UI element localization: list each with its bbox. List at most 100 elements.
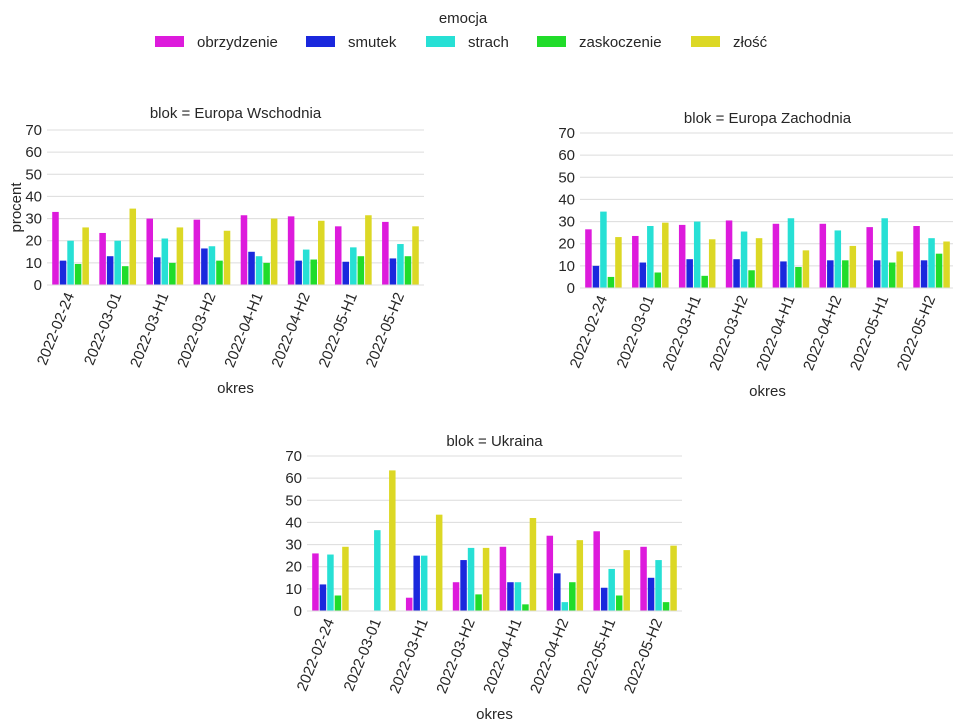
legend-swatch — [537, 36, 566, 47]
bar — [193, 219, 201, 285]
legend-swatch — [426, 36, 455, 47]
y-tick-label: 0 — [567, 280, 575, 297]
y-tick-label: 50 — [285, 492, 302, 509]
legend-swatch — [155, 36, 184, 47]
y-tick-label: 10 — [285, 581, 302, 598]
bar — [632, 235, 639, 288]
y-tick-label: 50 — [558, 169, 575, 186]
x-tick-label: 2022-04-H1 — [480, 616, 525, 696]
x-tick-label: 2022-03-H1 — [386, 616, 431, 696]
legend: emocja obrzydzenie smutek strach zaskoczeni… — [155, 10, 768, 51]
bar — [67, 240, 74, 285]
bar — [522, 604, 529, 611]
bar — [943, 241, 950, 288]
legend-label: zaskoczenie — [579, 34, 662, 51]
y-tick-label: 40 — [285, 514, 302, 531]
bar — [413, 555, 420, 611]
bar — [546, 535, 554, 611]
bar — [748, 270, 755, 288]
legend-label: złość — [733, 34, 768, 51]
bar — [374, 530, 381, 611]
bar — [287, 216, 295, 285]
x-tick-label: 2022-04-H2 — [527, 616, 572, 696]
bar — [382, 221, 389, 285]
y-tick-label: 30 — [25, 211, 42, 228]
bar — [208, 246, 216, 285]
bar — [507, 582, 514, 611]
bar — [317, 220, 325, 285]
y-tick-label: 0 — [34, 277, 42, 294]
bar — [827, 260, 834, 288]
y-tick-label: 10 — [558, 258, 575, 275]
bar — [647, 577, 655, 611]
bar — [935, 253, 943, 288]
bar — [52, 211, 59, 285]
y-tick-label: 70 — [285, 448, 302, 465]
y-tick-label: 50 — [25, 166, 42, 183]
bar — [201, 248, 208, 285]
bar — [873, 260, 881, 288]
bar — [608, 568, 615, 611]
x-tick-label: 2022-03-01 — [614, 293, 659, 371]
bar — [780, 261, 787, 288]
bar — [647, 226, 654, 288]
bar — [357, 256, 365, 285]
bar — [928, 238, 935, 288]
y-tick-label: 70 — [558, 125, 575, 142]
legend-label: obrzydzenie — [197, 34, 278, 51]
bar — [607, 276, 615, 288]
bar — [223, 230, 231, 285]
x-tick-label: 2022-03-H2 — [433, 616, 478, 696]
bar — [888, 262, 896, 288]
x-tick-label: 2022-03-H1 — [659, 293, 704, 373]
x-tick-label: 2022-02-24 — [34, 290, 79, 368]
y-tick-label: 60 — [25, 144, 42, 161]
bar — [585, 229, 592, 288]
bar — [576, 540, 584, 611]
bar — [312, 553, 319, 611]
bar — [849, 245, 857, 288]
bar — [913, 226, 920, 288]
bar — [733, 259, 740, 288]
x-axis-label: okres — [476, 706, 513, 719]
bar — [639, 262, 647, 288]
bar — [161, 238, 169, 285]
y-tick-label: 30 — [558, 214, 575, 231]
y-axis-label: procent — [8, 182, 25, 233]
legend-label: strach — [468, 34, 509, 51]
bar — [216, 260, 223, 285]
panel-title: blok = Ukraina — [446, 433, 543, 450]
bar — [106, 256, 114, 285]
bar — [787, 218, 795, 288]
bar — [467, 547, 475, 611]
bar — [334, 595, 342, 611]
bar — [154, 257, 161, 285]
y-tick-label: 20 — [25, 233, 42, 250]
bar — [740, 231, 748, 288]
bar — [248, 251, 255, 285]
bar — [121, 266, 129, 285]
bar — [866, 227, 873, 288]
bar — [819, 223, 827, 288]
x-axis-label: okres — [749, 383, 786, 400]
bar — [678, 224, 686, 288]
bar — [342, 261, 350, 285]
x-tick-label: 2022-03-H1 — [127, 290, 172, 370]
x-tick-label: 2022-02-24 — [567, 293, 612, 371]
y-tick-label: 70 — [25, 122, 42, 139]
x-tick-label: 2022-02-24 — [294, 616, 339, 694]
x-tick-label: 2022-05-H2 — [894, 293, 939, 373]
bar — [834, 230, 842, 288]
bar — [600, 211, 607, 288]
bar — [569, 582, 576, 611]
bar — [405, 597, 413, 611]
x-tick-label: 2022-05-H2 — [363, 290, 408, 370]
bar — [592, 265, 600, 288]
bar — [389, 258, 397, 285]
bar — [686, 259, 693, 288]
bar — [389, 470, 396, 611]
y-tick-label: 40 — [558, 191, 575, 208]
bar — [529, 518, 537, 611]
x-tick-label: 2022-03-01 — [81, 290, 126, 368]
